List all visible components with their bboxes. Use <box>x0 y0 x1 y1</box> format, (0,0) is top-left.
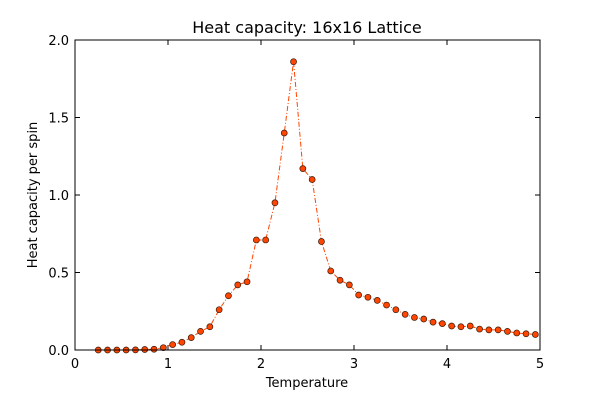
x-tick-label: 0 <box>71 357 79 372</box>
data-point <box>355 291 362 299</box>
y-tick-label: 1.0 <box>48 189 69 204</box>
x-axis-label: Temperature <box>265 376 348 391</box>
data-point <box>206 323 214 331</box>
data-point <box>299 165 307 172</box>
data-point <box>271 199 279 207</box>
data-point <box>364 293 372 301</box>
chart-title: Heat capacity: 16x16 Lattice <box>192 18 422 37</box>
y-axis-label: Heat capacity per spin <box>26 122 41 269</box>
data-point <box>494 326 502 334</box>
y-tick-label: 2.0 <box>48 34 69 49</box>
x-tick-label: 3 <box>350 357 358 372</box>
data-point <box>411 314 418 321</box>
data-point <box>280 129 288 137</box>
plot-frame <box>74 39 541 351</box>
x-tick-label: 1 <box>164 357 172 372</box>
x-tick-label: 5 <box>536 357 544 372</box>
x-tick-label: 4 <box>443 357 451 372</box>
data-point <box>262 236 269 244</box>
data-point <box>308 176 316 183</box>
data-point <box>439 320 446 327</box>
data-point <box>429 318 437 326</box>
x-tick-label: 2 <box>257 357 265 372</box>
data-point <box>187 334 195 341</box>
data-point <box>513 329 521 337</box>
series-line <box>98 61 536 351</box>
data-point <box>401 311 409 318</box>
data-point <box>466 322 474 330</box>
data-point <box>169 341 176 348</box>
data-point <box>531 331 539 338</box>
y-tick-label: 0.5 <box>48 267 69 282</box>
data-point <box>522 330 530 338</box>
data-point <box>215 306 223 314</box>
data-point <box>160 344 167 352</box>
data-point <box>383 301 390 309</box>
data-point <box>327 267 335 275</box>
data-point <box>234 281 242 289</box>
data-point <box>243 278 251 286</box>
data-point <box>457 323 465 331</box>
data-point <box>178 338 186 346</box>
data-point <box>392 306 400 314</box>
data-point <box>346 281 353 289</box>
data-point <box>253 236 260 244</box>
data-point <box>485 326 493 334</box>
data-point <box>290 58 297 66</box>
data-point <box>197 328 204 335</box>
data-point <box>336 276 344 284</box>
y-tick-label: 0.0 <box>48 344 69 359</box>
data-point <box>504 328 511 335</box>
data-point <box>318 238 325 245</box>
data-point <box>476 325 483 333</box>
data-point <box>420 315 428 323</box>
data-point <box>225 292 232 300</box>
data-point <box>150 345 158 353</box>
data-point <box>373 297 381 304</box>
y-tick-label: 1.5 <box>48 112 69 127</box>
data-point <box>448 322 455 330</box>
